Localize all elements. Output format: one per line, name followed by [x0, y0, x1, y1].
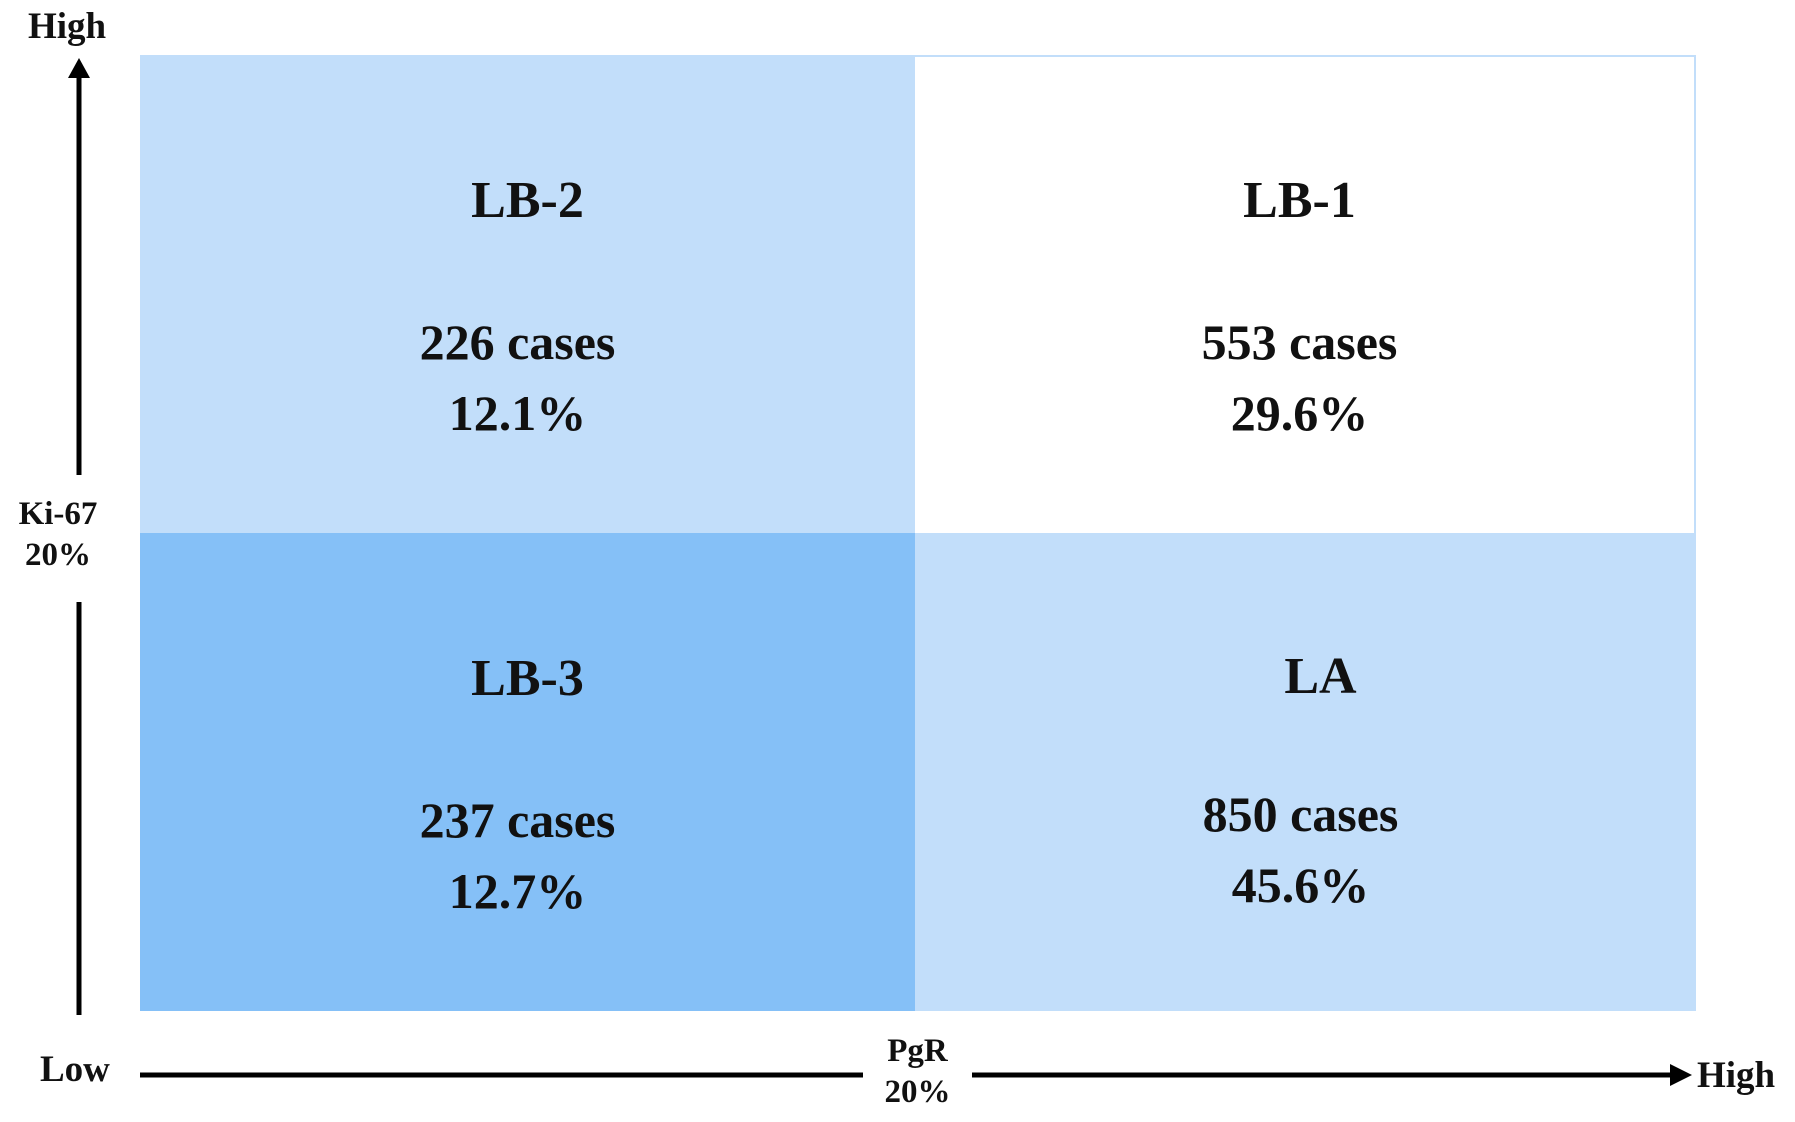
- y-axis-arrowhead: [68, 58, 90, 78]
- x-axis-cutoff: 20%: [884, 1074, 951, 1111]
- y-axis-title: Ki-67: [18, 496, 98, 532]
- quadrant-cases: 226 cases: [419, 314, 616, 370]
- y-axis-high-label: High: [28, 6, 107, 47]
- quadrant-title: LB-2: [471, 172, 584, 229]
- x-axis-arrowhead: [1670, 1064, 1692, 1086]
- quadrant-title: LA: [1284, 648, 1357, 705]
- quadrant-title: LB-3: [471, 650, 584, 707]
- y-axis-label: Ki-67 20%: [8, 494, 108, 577]
- quadrant-lb2: LB-2 226 cases 12.1%: [140, 55, 915, 533]
- quadrant-title: LB-1: [1243, 172, 1356, 229]
- x-axis-low-label: Low: [40, 1049, 110, 1090]
- quadrant-percent: 12.1%: [448, 385, 587, 441]
- quadrant-percent: 45.6%: [1231, 857, 1370, 913]
- x-axis-label: PgR 20%: [860, 1031, 975, 1114]
- quadrant-percent: 12.7%: [448, 863, 587, 919]
- quadrant-cases: 850 cases: [1202, 786, 1399, 842]
- x-axis-title: PgR: [887, 1033, 948, 1069]
- quadrant-cases: 553 cases: [1201, 314, 1398, 370]
- x-axis-high-label: High: [1697, 1055, 1776, 1096]
- quadrant-percent: 29.6%: [1230, 385, 1369, 441]
- quadrant-lb1: LB-1 553 cases 29.6%: [915, 55, 1696, 533]
- quadrant-cases: 237 cases: [419, 792, 616, 848]
- quadrant-lb3: LB-3 237 cases 12.7%: [140, 533, 915, 1011]
- y-axis-cutoff: 20%: [25, 537, 91, 574]
- quadrant-la: LA 850 cases 45.6%: [915, 533, 1696, 1011]
